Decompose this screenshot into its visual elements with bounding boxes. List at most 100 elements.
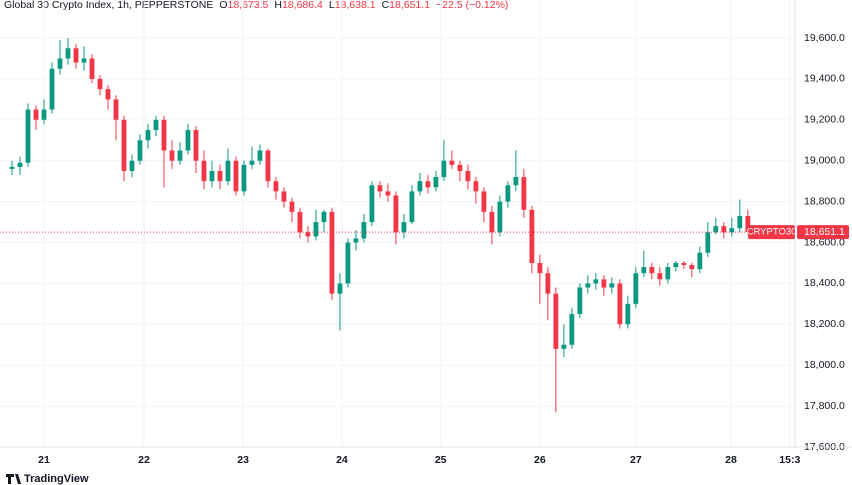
candle-body [393,195,399,233]
candle-body [289,201,295,212]
candle-body [577,287,583,315]
candle-body [697,252,703,270]
candle-body [561,344,567,349]
candle-body [609,283,615,288]
candle-body [185,130,191,151]
candle-body [441,160,447,178]
candle-body [345,242,351,284]
candle-body [657,273,663,280]
candle-body [257,150,263,161]
ohlc-key: H [274,0,282,11]
candle-body [689,265,695,270]
candle-body [81,58,87,63]
y-tick-label: 19,400.0 [804,73,845,85]
candle-body [481,191,487,212]
candle-body [505,185,511,202]
x-tick-label: 24 [336,454,348,466]
candle-body [617,283,623,325]
candle-body [161,119,167,151]
candle-body [105,89,111,100]
candle-body [73,48,79,63]
candle-body [353,238,359,243]
y-tick-label: 19,600.0 [804,32,845,44]
y-tick-label: 19,200.0 [804,114,845,126]
candle-body [649,267,655,274]
candle-body [9,166,15,169]
candle-body [625,303,631,325]
x-tick-label: 22 [138,454,150,466]
candle-body [457,164,463,171]
candle-body [473,181,479,192]
x-tick-label: 27 [630,454,642,466]
candle-body [465,170,471,182]
ohlc-key: L [329,0,335,11]
candle-body [313,222,319,237]
candle-body [729,228,735,233]
symbol-label: CRYPTO30 [747,227,797,238]
candle-body [241,164,247,192]
x-tick-label: 15:3 [779,454,800,466]
candle-body [249,160,255,165]
candle-body [217,170,223,182]
price-label: 18,651.1 [804,226,845,238]
candle-body [129,160,135,171]
candle-body [417,181,423,192]
ohlc-value: 18,651.1 [389,0,430,11]
candle-body [409,191,415,223]
candle-body [169,150,175,161]
candle-body [369,185,375,223]
candle-body [153,119,159,131]
candle-body [545,273,551,294]
candle-body [97,78,103,90]
symbol-title: Global 30 Crypto Index, 1h, PEPPERSTONE [4,0,213,11]
x-tick-label: 28 [725,454,737,466]
candle-body [201,160,207,182]
candle-body [721,226,727,233]
candle-body [553,293,559,349]
candle-body [33,109,39,120]
candle-body [225,160,231,182]
candle-body [569,314,575,345]
candle-body [281,191,287,202]
candle-body [233,160,239,192]
candle-body [297,211,303,233]
candle-body [361,222,367,239]
candle-body [713,226,719,233]
candle-body [337,283,343,294]
candle-body [705,232,711,253]
change: −22.5 (−0.12%) [436,0,508,11]
symbol-tag [748,225,795,240]
candle-body [585,283,591,288]
x-tick-label: 21 [38,454,50,466]
candle-body [529,209,535,263]
candle-body [273,181,279,192]
candle-body [681,262,687,266]
candle-body [89,58,95,79]
candle-body [145,130,151,141]
y-tick-label: 19,000.0 [804,155,845,167]
candle-body [665,267,671,280]
x-tick-label: 26 [534,454,546,466]
y-tick-label: 18,600.0 [804,236,845,248]
candle-body [25,109,31,163]
header: Global 30 Crypto Index, 1h, PEPPERSTONE O… [4,0,508,11]
price-tag [797,225,849,240]
candle-body [265,150,271,182]
footer: TradingView [6,473,89,485]
candle-body [641,267,647,274]
candle-body [385,191,391,196]
ohlc-key: O [219,0,227,11]
candle-body [489,211,495,233]
candle-body [321,211,327,223]
candle-body [433,177,439,188]
candle-body [49,68,55,110]
candle-body [65,48,71,59]
candle-body [673,262,679,268]
candle-body [193,130,199,161]
candle-body [745,215,751,233]
candle-body [377,185,383,192]
x-tick-label: 25 [435,454,447,466]
y-tick-label: 18,800.0 [804,195,845,207]
candle-body [513,177,519,186]
